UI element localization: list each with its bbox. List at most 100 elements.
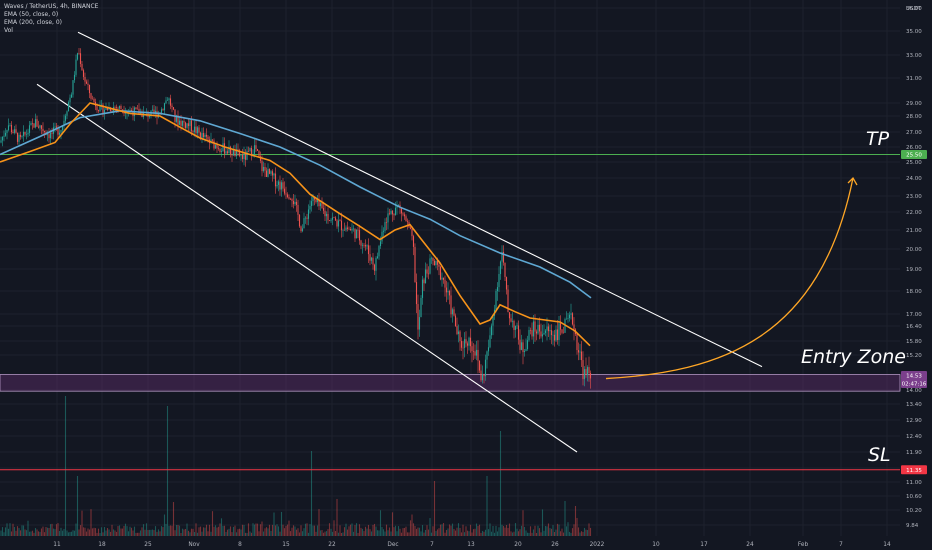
volume-bar-188 (282, 524, 284, 536)
candle-body-117 (175, 115, 178, 122)
volume-bar-393 (589, 527, 592, 536)
x-tick-label-15: 24 (746, 542, 754, 548)
candle-body-318 (477, 349, 479, 361)
candle-body-372 (558, 323, 560, 340)
volume-bar-144 (216, 527, 218, 536)
volume-bar-214 (321, 529, 323, 536)
projection-arrow (605, 176, 858, 380)
volume-bar-313 (469, 524, 472, 536)
volume-bar-383 (574, 506, 577, 536)
volume-bar-89 (133, 526, 136, 536)
volume-bar-122 (183, 529, 185, 536)
volume-bar-80 (120, 528, 122, 536)
candle-body-107 (160, 109, 163, 115)
volume-bar-247 (370, 531, 373, 536)
volume-bar-104 (156, 531, 158, 536)
candle-body-228 (342, 230, 344, 231)
y-tick-label-19: 15.20 (906, 353, 922, 359)
volume-bar-110 (165, 523, 167, 536)
volume-bar-8 (12, 523, 14, 536)
volume-bar-114 (171, 525, 173, 536)
candle-body-388 (582, 360, 584, 380)
candle-body-18 (27, 132, 29, 135)
candle-body-16 (24, 131, 26, 135)
candle-body-236 (354, 228, 356, 239)
volume-bar-182 (273, 512, 275, 536)
candle-body-29 (43, 131, 46, 133)
volume-bar-117 (175, 525, 178, 536)
candle-body-156 (234, 149, 236, 157)
volume-bar-31 (46, 527, 49, 536)
indicator-ema50[interactable]: EMA (50, close, 0) (4, 11, 59, 18)
volume-bar-56 (84, 527, 86, 536)
tp-label: TP (866, 128, 890, 150)
volume-bar-135 (202, 527, 205, 536)
volume-bar-350 (525, 530, 527, 536)
volume-bar-107 (160, 526, 163, 536)
candle-body-234 (351, 228, 353, 231)
candle-body-66 (99, 105, 101, 112)
price-axis[interactable]: 36.00 35.00 33.00 31.00 29.00 28.00 27.00 26.00… (906, 6, 922, 529)
candle-body-225 (337, 220, 340, 227)
volume-bar-314 (471, 532, 473, 536)
y-tick-label-6: 27.00 (906, 130, 922, 136)
volume-bar-278 (417, 527, 419, 536)
y-tick-label-23: 12.40 (906, 434, 922, 440)
candle-body-385 (577, 350, 580, 353)
volume-bar-60 (90, 509, 92, 536)
candle-body-313 (469, 337, 472, 347)
volume-bar-287 (430, 532, 433, 536)
candle-body-311 (466, 343, 469, 346)
channel-line-1 (36, 83, 578, 453)
volume-bar-378 (567, 522, 569, 536)
candle-body-280 (420, 297, 422, 318)
indicator-ema200[interactable]: EMA (200, close, 0) (4, 19, 63, 26)
volume-bar-118 (177, 524, 179, 536)
candle-body-308 (462, 347, 464, 349)
volume-bar-81 (121, 528, 124, 536)
volume-bar-381 (571, 528, 574, 536)
volume-bar-64 (96, 532, 98, 536)
volume-bar-140 (210, 531, 212, 536)
volume-bar-298 (447, 528, 449, 536)
volume-bar-328 (492, 525, 494, 536)
volume-bar-150 (225, 531, 227, 536)
volume-bar-45 (67, 532, 70, 536)
volume-bar-22 (33, 532, 35, 536)
y-tick-label-29: 9.84 (906, 523, 919, 529)
candle-body-8 (12, 132, 14, 133)
candle-body-367 (550, 330, 553, 336)
indicator-vol[interactable]: Vol (4, 27, 13, 34)
volume-bar-148 (222, 525, 224, 536)
currency-label: USDT (906, 6, 922, 12)
candle-body-1 (1, 136, 4, 141)
x-tick-label-14: 17 (700, 542, 708, 548)
candle-body-286 (429, 258, 431, 274)
candle-body-263 (394, 207, 397, 216)
candle-body-307 (460, 341, 463, 348)
volume-bar-268 (402, 528, 404, 536)
candle-body-322 (483, 374, 485, 377)
candle-body-134 (201, 133, 203, 139)
candle-body-224 (336, 220, 338, 227)
volume-bar-390 (585, 529, 587, 536)
symbol-line[interactable]: Waves / TetherUS, 4h, BINANCE (4, 3, 99, 10)
candle-body-391 (586, 367, 589, 376)
volume-bar-265 (397, 526, 400, 536)
volume-bar-307 (460, 532, 463, 536)
volume-bar-243 (364, 526, 367, 536)
candle-body-295 (442, 277, 445, 280)
candle-body-339 (508, 312, 511, 319)
volume-bar-289 (433, 481, 436, 536)
candle-body-76 (114, 107, 116, 108)
volume-bar-295 (442, 523, 445, 536)
candle-body-77 (115, 107, 118, 108)
time-axis[interactable]: 11 18 25 Nov 8 15 22 Dec 7 13 20 26 2022 10 17 24 Feb 7 14 (53, 542, 891, 548)
volume-bar-288 (432, 526, 434, 536)
candle-body-393 (589, 373, 592, 379)
volume-bar-363 (544, 525, 547, 536)
candle-body-303 (454, 315, 457, 327)
volume-bar-212 (318, 509, 320, 536)
candle-body-365 (547, 326, 550, 332)
